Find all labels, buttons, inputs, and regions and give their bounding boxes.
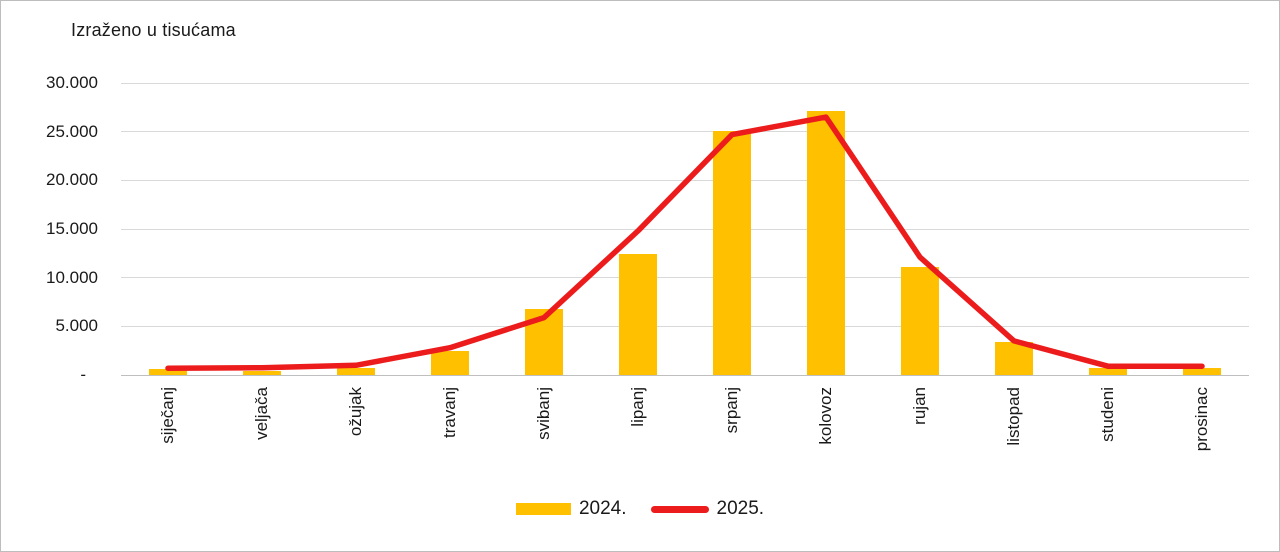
x-label-cell-ožujak: ožujak	[309, 387, 403, 487]
chart-title: Izraženo u tisućama	[71, 20, 236, 40]
x-label-studeni: studeni	[1098, 387, 1117, 442]
x-label-rujan: rujan	[910, 387, 929, 425]
bar-veljača	[243, 371, 281, 375]
bar-rujan	[901, 266, 939, 375]
y-tick-5.000: 5.000	[55, 316, 98, 336]
x-label-ožujak: ožujak	[346, 387, 365, 437]
x-label-lipanj: lipanj	[628, 387, 647, 427]
x-label-svibanj: svibanj	[534, 387, 553, 440]
legend-swatch-2025-line	[650, 505, 709, 513]
legend-label-2025: 2025.	[716, 498, 765, 519]
bar-ožujak	[337, 368, 375, 375]
x-axis-line	[121, 374, 1249, 376]
x-label-cell-svibanj: svibanj	[497, 387, 591, 487]
y-tick-30.000: 30.000	[46, 73, 98, 92]
x-label-travanj: travanj	[440, 387, 459, 439]
y-tick-10.000: 10.000	[46, 267, 98, 287]
x-label-prosinac: prosinac	[1192, 387, 1211, 452]
gridline-5000	[121, 325, 1249, 327]
bar-kolovoz	[807, 111, 845, 375]
x-label-veljača: veljača	[252, 387, 271, 440]
legend-label-2024: 2024.	[578, 498, 627, 519]
x-label-cell-kolovoz: kolovoz	[779, 387, 873, 487]
gridline-10000	[121, 277, 1249, 279]
legend-item-2024: 2024.	[515, 498, 627, 520]
bar-prosinac	[1183, 367, 1221, 375]
x-label-cell-rujan: rujan	[873, 387, 967, 487]
x-label-cell-srpanj: srpanj	[685, 387, 779, 487]
x-label-listopad: listopad	[1004, 387, 1023, 446]
y-tick--: -	[80, 365, 86, 384]
y-tick-20.000: 20.000	[46, 170, 98, 190]
gridline-25000	[121, 131, 1249, 133]
gridline-30000	[121, 82, 1249, 84]
y-tick-25.000: 25.000	[46, 121, 98, 141]
legend-item-2025: 2025.	[650, 498, 765, 520]
x-label-cell-listopad: listopad	[967, 387, 1061, 487]
gridline-20000	[121, 179, 1249, 181]
bar-svibanj	[525, 308, 563, 375]
x-label-cell-prosinac: prosinac	[1155, 387, 1249, 487]
x-label-kolovoz: kolovoz	[816, 387, 835, 445]
bar-travanj	[431, 350, 469, 375]
legend: 2024. 2025.	[1, 498, 1279, 520]
x-label-cell-travanj: travanj	[403, 387, 497, 487]
x-label-cell-siječanj: siječanj	[121, 387, 215, 487]
y-tick-15.000: 15.000	[46, 219, 98, 238]
bar-lipanj	[619, 254, 657, 375]
line-2025-path	[165, 114, 1205, 371]
x-label-cell-lipanj: lipanj	[591, 387, 685, 487]
x-label-siječanj: siječanj	[158, 387, 177, 444]
x-label-cell-studeni: studeni	[1061, 387, 1155, 487]
bar-listopad	[995, 341, 1033, 375]
bar-siječanj	[149, 369, 187, 375]
gridline-15000	[121, 228, 1249, 230]
legend-swatch-2024-bar	[515, 503, 571, 515]
x-label-cell-veljača: veljača	[215, 387, 309, 487]
bar-studeni	[1089, 367, 1127, 375]
bar-srpanj	[713, 130, 751, 375]
x-label-srpanj: srpanj	[722, 387, 741, 434]
